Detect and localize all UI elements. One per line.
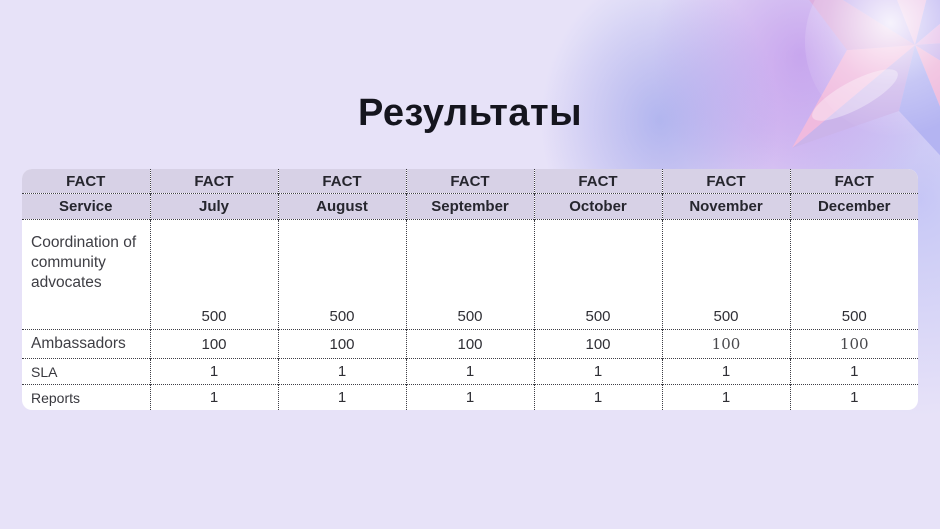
- value-cell: 500: [661, 219, 790, 330]
- row-label: Coordination of community advocates: [22, 219, 150, 330]
- value-cell: 1: [533, 384, 662, 410]
- results-table: FACT FACT FACT FACT FACT FACT FACT Servi…: [22, 169, 918, 410]
- value-cell: 1: [661, 384, 790, 410]
- header-row-fact: FACT FACT FACT FACT FACT FACT FACT: [22, 169, 918, 194]
- header-cell-fact: FACT: [277, 169, 406, 194]
- value-cell: 1: [277, 358, 406, 385]
- value-cell: 1: [149, 358, 278, 385]
- value-cell: 1: [789, 358, 918, 385]
- header-cell-fact: FACT: [533, 169, 662, 194]
- header-cell-fact: FACT: [661, 169, 790, 194]
- header-cell-month: December: [789, 193, 918, 220]
- header-cell-fact: FACT: [149, 169, 278, 194]
- table-row-sla: SLA 1 1 1 1 1 1: [22, 358, 918, 385]
- value-cell: 100: [789, 329, 918, 359]
- value-cell: 100: [533, 329, 662, 359]
- value-cell: 1: [277, 384, 406, 410]
- slide-title: Результаты: [357, 92, 583, 134]
- value-cell: 500: [149, 219, 278, 330]
- table-row-ambassadors: Ambassadors 100 100 100 100 100 100: [22, 329, 918, 359]
- value-cell: 1: [533, 358, 662, 385]
- row-label: SLA: [22, 358, 150, 385]
- header-cell-month: August: [277, 193, 406, 220]
- row-label: Reports: [22, 384, 150, 410]
- value-cell: 1: [405, 358, 534, 385]
- header-cell-fact: FACT: [22, 169, 150, 194]
- header-row-months: Service July August September October No…: [22, 193, 918, 220]
- header-cell-month: July: [149, 193, 278, 220]
- table-row-reports: Reports 1 1 1 1 1 1: [22, 384, 918, 410]
- value-cell: 1: [789, 384, 918, 410]
- header-cell-month: November: [661, 193, 790, 220]
- header-cell-month: October: [533, 193, 662, 220]
- value-cell: 100: [149, 329, 278, 359]
- value-cell: 100: [277, 329, 406, 359]
- value-cell: 100: [661, 329, 790, 359]
- value-cell: 1: [661, 358, 790, 385]
- row-label: Ambassadors: [22, 329, 150, 359]
- table-row-coordination: Coordination of community advocates 500 …: [22, 219, 918, 330]
- header-cell-fact: FACT: [405, 169, 534, 194]
- value-cell: 500: [405, 219, 534, 330]
- value-cell: 500: [533, 219, 662, 330]
- value-cell: 1: [149, 384, 278, 410]
- value-cell: 500: [789, 219, 918, 330]
- header-cell-month: September: [405, 193, 534, 220]
- value-cell: 500: [277, 219, 406, 330]
- header-cell-fact: FACT: [789, 169, 918, 194]
- header-cell-service: Service: [22, 193, 150, 220]
- value-cell: 100: [405, 329, 534, 359]
- value-cell: 1: [405, 384, 534, 410]
